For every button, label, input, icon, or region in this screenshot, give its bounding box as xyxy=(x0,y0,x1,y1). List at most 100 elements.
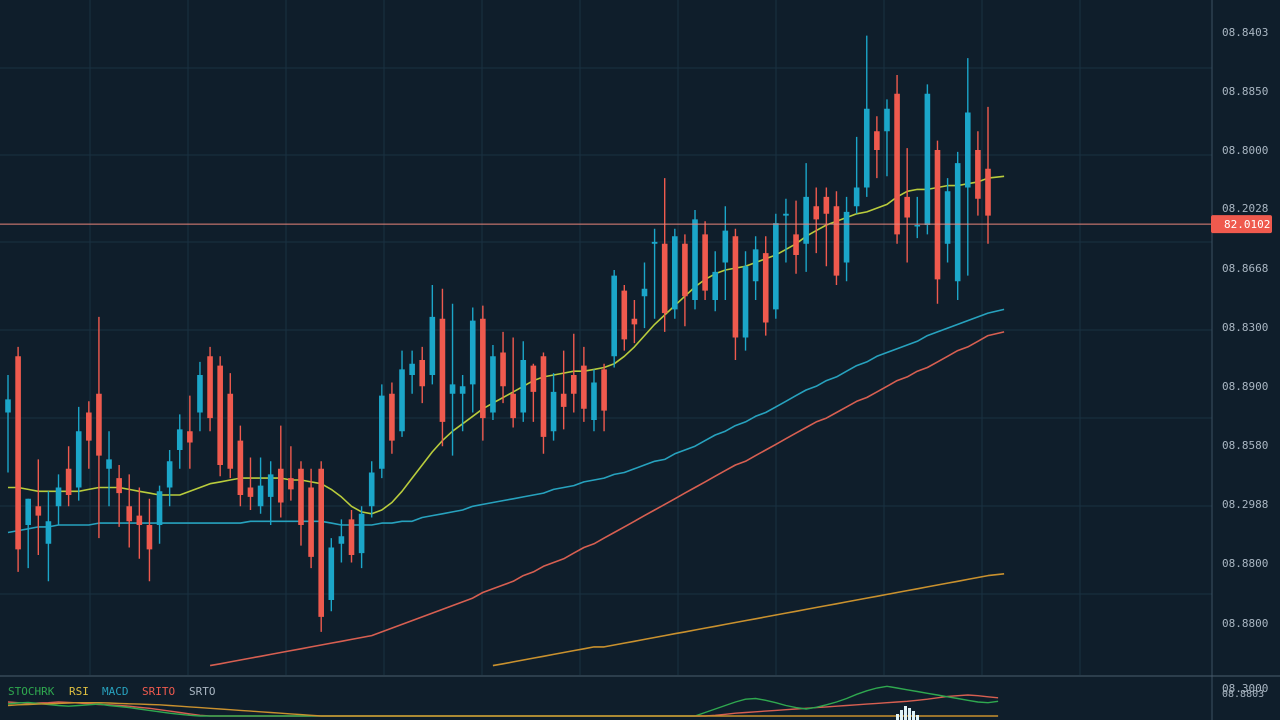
candle-body[interactable] xyxy=(176,429,183,450)
candle-body[interactable] xyxy=(459,386,466,394)
candle-body[interactable] xyxy=(611,275,617,357)
candle-body[interactable] xyxy=(5,399,11,413)
candle-body[interactable] xyxy=(267,474,274,497)
candle-body[interactable] xyxy=(924,93,931,225)
candle-body[interactable] xyxy=(853,187,860,207)
candle-body[interactable] xyxy=(257,485,264,507)
candle-body[interactable] xyxy=(146,525,153,550)
candle-body[interactable] xyxy=(712,271,719,300)
candle-body[interactable] xyxy=(25,498,32,525)
candle-body[interactable] xyxy=(409,363,415,375)
candle-body[interactable] xyxy=(722,230,729,263)
candle-body[interactable] xyxy=(55,487,62,507)
candle-body[interactable] xyxy=(601,369,607,411)
candle-body[interactable] xyxy=(328,547,335,601)
candle-body[interactable] xyxy=(914,225,921,227)
candle-body[interactable] xyxy=(863,108,870,188)
candle-body[interactable] xyxy=(126,506,133,522)
candle-body[interactable] xyxy=(318,468,324,617)
candle-body[interactable] xyxy=(641,288,648,297)
candle-body[interactable] xyxy=(308,487,314,557)
candle-body[interactable] xyxy=(247,487,254,497)
candle-body[interactable] xyxy=(702,234,708,291)
candle-body[interactable] xyxy=(823,196,830,214)
candle-body[interactable] xyxy=(429,316,436,375)
candle-body[interactable] xyxy=(975,150,981,199)
candle-body[interactable] xyxy=(954,163,961,282)
candle-body[interactable] xyxy=(570,375,577,394)
candle-body[interactable] xyxy=(419,360,426,387)
candle-body[interactable] xyxy=(813,206,820,220)
candle-body[interactable] xyxy=(843,211,850,263)
candle-body[interactable] xyxy=(520,360,527,413)
candle-body[interactable] xyxy=(480,318,486,419)
indicator-legend-item[interactable]: SRITO xyxy=(142,685,175,698)
candle-body[interactable] xyxy=(985,168,991,216)
candle-body[interactable] xyxy=(217,365,223,465)
candle-body[interactable] xyxy=(187,431,193,443)
candle-body[interactable] xyxy=(783,213,789,216)
candle-body[interactable] xyxy=(86,412,92,441)
candle-body[interactable] xyxy=(581,365,587,409)
candle-body[interactable] xyxy=(621,290,628,340)
candle-body[interactable] xyxy=(368,472,375,507)
candle-body[interactable] xyxy=(166,461,173,488)
candle-body[interactable] xyxy=(439,318,446,422)
candle-body[interactable] xyxy=(934,150,941,280)
candle-body[interactable] xyxy=(45,521,52,544)
candle-body[interactable] xyxy=(237,440,244,495)
candle-body[interactable] xyxy=(773,223,779,310)
candle-body[interactable] xyxy=(227,393,234,469)
candle-body[interactable] xyxy=(591,382,597,421)
candle-body[interactable] xyxy=(156,491,163,525)
candle-body[interactable] xyxy=(35,506,42,516)
candle-body[interactable] xyxy=(793,234,799,255)
candle-body[interactable] xyxy=(560,393,567,407)
indicator-legend-item[interactable]: RSI xyxy=(69,685,89,698)
candle-body[interactable] xyxy=(379,395,385,469)
candle-body[interactable] xyxy=(964,112,971,188)
candle-body[interactable] xyxy=(490,356,496,413)
candle-body[interactable] xyxy=(75,431,82,488)
indicator-legend-item[interactable]: MACD xyxy=(102,685,129,698)
candle-body[interactable] xyxy=(874,131,880,150)
candle-body[interactable] xyxy=(389,393,395,441)
candle-body[interactable] xyxy=(682,243,688,297)
candle-body[interactable] xyxy=(752,249,759,282)
candle-body[interactable] xyxy=(884,108,890,132)
candle-body[interactable] xyxy=(207,356,213,419)
candle-body[interactable] xyxy=(762,253,769,323)
candle-body[interactable] xyxy=(944,191,951,244)
candle-body[interactable] xyxy=(469,320,476,385)
candle-body[interactable] xyxy=(298,468,304,525)
candle-body[interactable] xyxy=(672,236,678,310)
candle-body[interactable] xyxy=(833,206,840,276)
candle-body[interactable] xyxy=(288,478,294,490)
candle-body[interactable] xyxy=(277,468,284,503)
candle-body[interactable] xyxy=(197,375,203,413)
candle-body[interactable] xyxy=(510,393,516,419)
candle-body[interactable] xyxy=(732,236,739,338)
candle-body[interactable] xyxy=(803,196,809,244)
candle-body[interactable] xyxy=(692,219,698,300)
candle-body[interactable] xyxy=(530,365,537,392)
candle-body[interactable] xyxy=(15,356,21,550)
candle-body[interactable] xyxy=(358,513,365,554)
indicator-legend-item[interactable]: STOCHRK xyxy=(8,685,55,698)
candle-body[interactable] xyxy=(338,536,345,544)
candle-body[interactable] xyxy=(399,369,405,432)
candle-body[interactable] xyxy=(631,318,638,325)
indicator-legend-item[interactable]: SRTO xyxy=(189,685,216,698)
candle-body[interactable] xyxy=(894,93,900,235)
candle-body[interactable] xyxy=(550,391,557,432)
candle-body[interactable] xyxy=(106,459,112,469)
candle-body[interactable] xyxy=(500,352,506,387)
candle-body[interactable] xyxy=(661,243,668,314)
candle-body[interactable] xyxy=(540,356,547,437)
candle-body[interactable] xyxy=(348,519,355,555)
candle-body[interactable] xyxy=(116,478,122,494)
candle-body[interactable] xyxy=(742,266,749,338)
candle-body[interactable] xyxy=(651,241,658,244)
candle-body[interactable] xyxy=(904,196,910,218)
